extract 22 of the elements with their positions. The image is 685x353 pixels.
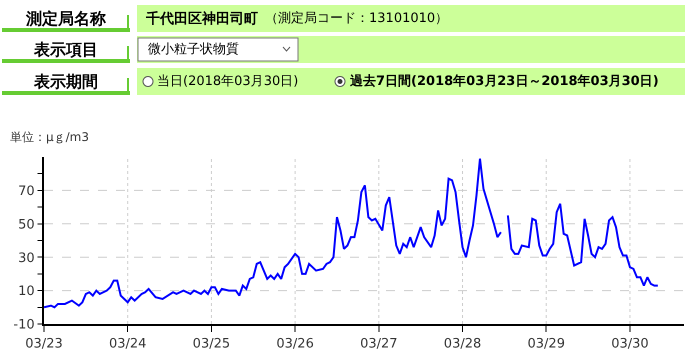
text: 微小粒子状物質	[148, 42, 239, 57]
y-tick-label: 30	[18, 250, 35, 266]
text: 千代田区神田司町	[145, 10, 258, 27]
text: 過去7日間(2018年03月23日～2018年03月30日)	[349, 74, 659, 89]
y-tick-label: 50	[18, 217, 35, 232]
text: 当日(2018年03月30日)	[157, 74, 298, 89]
x-tick-label: 03/30	[611, 336, 649, 352]
x-tick-label: 03/26	[276, 336, 314, 352]
text: 測定局名称	[25, 9, 106, 28]
x-tick-label: 03/29	[527, 336, 565, 352]
text: （測定局コード：13101010）	[265, 11, 448, 26]
y-tick-label: 10	[18, 284, 35, 300]
x-tick-label: 03/23	[25, 336, 63, 352]
y-tick-label: 70	[18, 184, 35, 199]
x-tick-label: 03/28	[444, 336, 482, 352]
text: 表示項目	[33, 40, 98, 59]
y-axis-title: 単位：μｇ/m3	[10, 130, 90, 144]
y-tick-label: -10	[13, 318, 35, 333]
x-tick-label: 03/24	[108, 336, 146, 352]
x-tick-label: 03/27	[360, 336, 398, 352]
text: 表示期間	[33, 72, 98, 91]
x-tick-label: 03/25	[192, 336, 230, 352]
